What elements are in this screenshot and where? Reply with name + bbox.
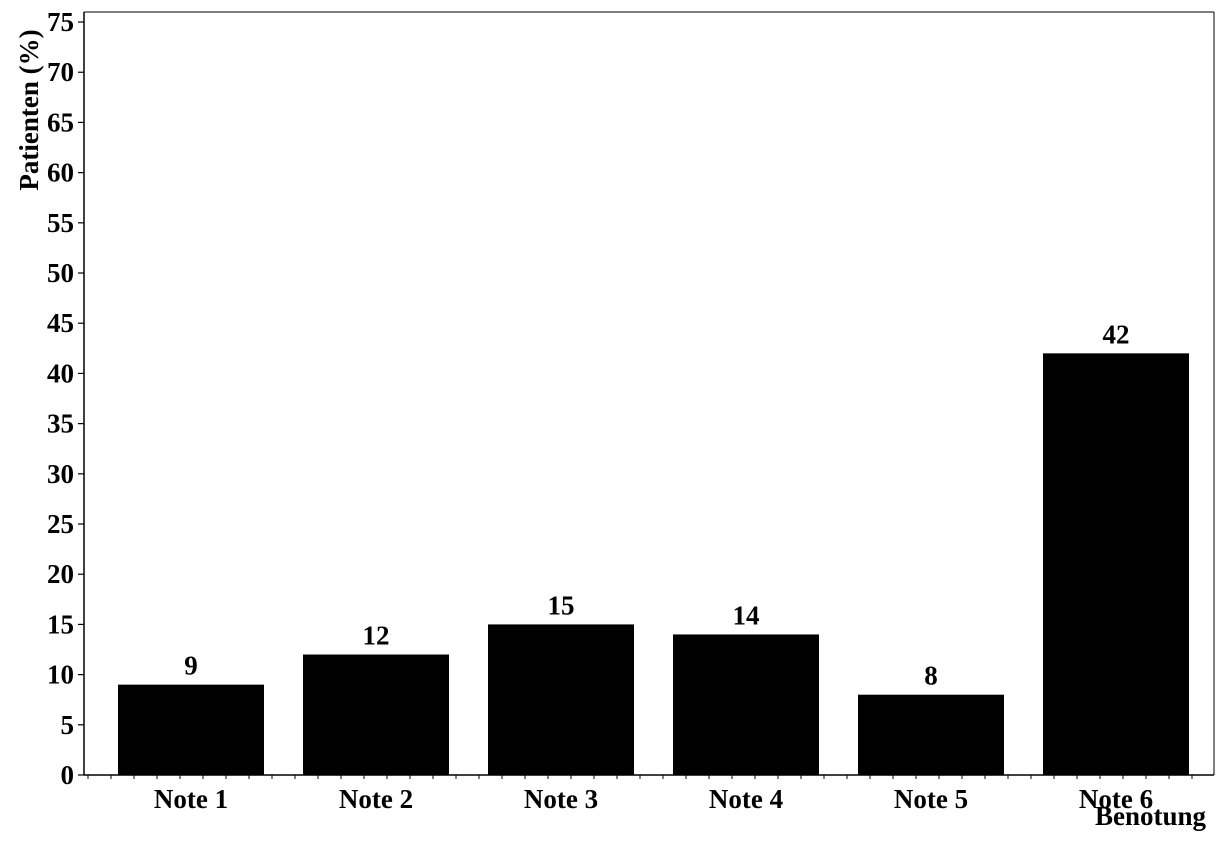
y-tick-label: 45	[47, 308, 74, 338]
bar-2	[303, 654, 449, 775]
x-axis-title: Benotung	[1095, 801, 1207, 831]
category-labels: Note 1 Note 2 Note 3 Note 4 Note 5 Note 6	[154, 784, 1153, 814]
category-label-2: Note 2	[339, 784, 413, 814]
bar-6	[1043, 353, 1189, 775]
y-tick-label: 50	[47, 258, 74, 288]
y-tick-label: 35	[47, 409, 74, 439]
category-label-3: Note 3	[524, 784, 598, 814]
x-axis-ticks	[87, 775, 1193, 779]
category-label-4: Note 4	[709, 784, 783, 814]
value-label-6: 42	[1103, 319, 1130, 349]
y-axis-ticks: 0 5 10 15 20 25 30 35 40 45 50 55 60 65 70 75	[47, 7, 84, 790]
y-tick-label: 60	[47, 158, 74, 188]
category-label-1: Note 1	[154, 784, 228, 814]
y-tick-label: 55	[47, 208, 74, 238]
value-label-2: 12	[363, 621, 390, 651]
bar-5	[858, 694, 1004, 775]
y-tick-label: 20	[47, 559, 74, 589]
value-label-5: 8	[924, 661, 938, 691]
bar-4	[673, 634, 819, 775]
category-label-5: Note 5	[894, 784, 968, 814]
y-tick-label: 5	[61, 710, 75, 740]
value-label-3: 15	[548, 590, 575, 620]
bar-3	[488, 624, 634, 775]
y-axis-title: Patienten (%)	[14, 29, 44, 190]
y-tick-label: 75	[47, 7, 74, 37]
bars	[118, 353, 1189, 775]
y-tick-label: 25	[47, 509, 74, 539]
y-tick-label: 40	[47, 358, 74, 388]
y-tick-label: 10	[47, 660, 74, 690]
value-label-1: 9	[184, 651, 198, 681]
value-label-4: 14	[733, 600, 760, 630]
y-tick-label: 70	[47, 57, 74, 87]
y-tick-label: 15	[47, 609, 74, 639]
y-tick-label: 65	[47, 107, 74, 137]
y-tick-label: 0	[61, 760, 75, 790]
category-label-6: Note 6	[1079, 784, 1153, 814]
y-tick-label: 30	[47, 459, 74, 489]
value-labels: 9 12 15 14 8 42	[184, 319, 1129, 690]
bar-1	[118, 684, 264, 775]
